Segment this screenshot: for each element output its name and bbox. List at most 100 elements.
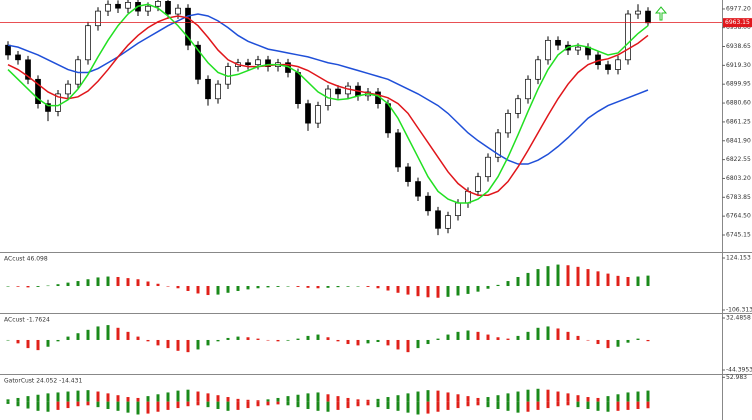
histogram-bar (376, 401, 380, 408)
histogram-bar (356, 286, 360, 287)
histogram-bar (26, 401, 30, 409)
candle-body (25, 59, 31, 80)
histogram-bar (606, 396, 610, 402)
histogram-bar (166, 401, 170, 410)
histogram-bar (56, 339, 60, 342)
candle-body (185, 7, 191, 46)
y-tick-label: -44.3953 (726, 367, 752, 374)
histogram-bar (126, 278, 130, 287)
histogram-bar (186, 401, 190, 407)
current-price-label: 6963.15 (725, 19, 750, 26)
histogram-bar (216, 395, 220, 402)
histogram-bar (646, 390, 650, 402)
histogram-bar (16, 286, 20, 287)
histogram-bar (566, 401, 570, 406)
y-tick-label: 6919.30 (726, 62, 751, 69)
histogram-bar (566, 393, 570, 402)
histogram-bar (636, 391, 640, 402)
histogram-bar (436, 401, 440, 412)
histogram-bar (56, 401, 60, 410)
histogram-bar (26, 396, 30, 402)
histogram-bar (556, 264, 560, 287)
histogram-bar (626, 339, 630, 343)
histogram-bar (356, 401, 360, 407)
histogram-bar (516, 391, 520, 402)
histogram-bar (526, 389, 530, 402)
histogram-bar (516, 401, 520, 413)
y-tick-label: 6803.20 (726, 175, 751, 182)
histogram-bar (476, 331, 480, 340)
histogram-bar (306, 335, 310, 340)
histogram-bar (566, 265, 570, 287)
histogram-bar (146, 281, 150, 287)
candle-body (165, 1, 171, 15)
histogram-bar (576, 266, 580, 287)
histogram-bar (456, 331, 460, 340)
histogram-bar (496, 395, 500, 402)
histogram-bar (606, 339, 610, 349)
y-tick-label: 32.4858 (726, 315, 751, 322)
histogram-bar (506, 281, 510, 287)
histogram-bar (206, 286, 210, 296)
histogram-bar (296, 401, 300, 408)
histogram-bar (406, 393, 410, 402)
histogram-bar (486, 397, 490, 402)
candle-body (535, 59, 541, 80)
histogram-bar (226, 401, 230, 411)
y-tick-label: 6822.55 (726, 156, 751, 163)
histogram-bar (476, 286, 480, 292)
y-tick-label: 6938.65 (726, 43, 751, 50)
histogram-bar (496, 337, 500, 340)
histogram-bar (146, 401, 150, 414)
y-tick-label: 6841.90 (726, 137, 751, 144)
candle-body (395, 132, 401, 168)
histogram-bar (106, 276, 110, 287)
histogram-bar (386, 339, 390, 346)
histogram-bar (236, 336, 240, 340)
histogram-bar (306, 401, 310, 409)
histogram-bar (86, 401, 90, 406)
histogram-bar (556, 391, 560, 402)
histogram-bar (296, 338, 300, 340)
alligator-line (7, 3, 649, 204)
histogram-bar (336, 401, 340, 410)
histogram-bar (236, 398, 240, 402)
histogram-bar (236, 401, 240, 410)
histogram-bar (56, 392, 60, 402)
histogram-bar (266, 401, 270, 406)
histogram-bar (176, 339, 180, 351)
histogram-bar (536, 327, 540, 340)
histogram-bar (436, 286, 440, 298)
histogram-bar (196, 401, 200, 406)
candle-body (475, 176, 481, 192)
histogram-bar (466, 396, 470, 402)
histogram-bar (256, 286, 260, 289)
candle-body (515, 98, 521, 114)
histogram-bar (456, 286, 460, 296)
candle-body (215, 83, 221, 100)
candle-body (265, 59, 271, 67)
histogram-bar (6, 399, 10, 402)
alligator-line (7, 15, 649, 196)
y-tick-label: 6861.25 (726, 118, 751, 125)
histogram-bar (266, 399, 270, 402)
candle-body (505, 113, 511, 134)
candle-body (605, 64, 611, 70)
histogram-bar (646, 339, 650, 342)
histogram-bar (6, 286, 10, 287)
histogram-bar (596, 339, 600, 345)
histogram-bar (246, 337, 250, 340)
histogram-bar (26, 339, 30, 349)
candle-body (115, 3, 121, 9)
candle-body (625, 13, 631, 61)
histogram-bar (516, 335, 520, 340)
histogram-bar (616, 394, 620, 402)
histogram-bar (606, 401, 610, 412)
y-tick-label: 124.153 (726, 254, 751, 261)
histogram-bar (346, 401, 350, 409)
histogram-bar (316, 392, 320, 402)
histogram-bar (186, 339, 190, 353)
histogram-bar (16, 401, 20, 407)
histogram-bar (426, 390, 430, 402)
histogram-bar (256, 401, 260, 407)
